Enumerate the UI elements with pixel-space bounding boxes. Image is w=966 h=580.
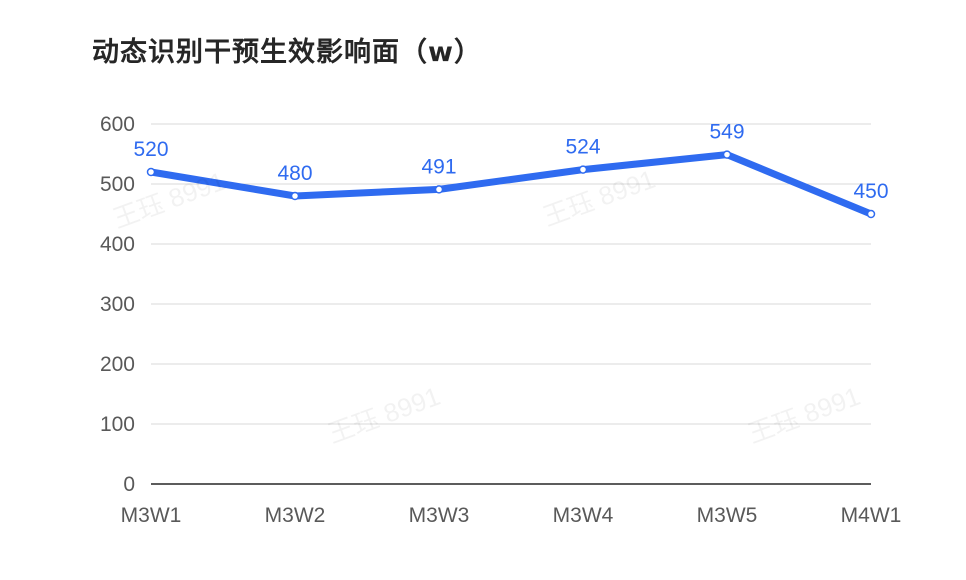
y-axis-ticks: 0 100 200 300 400 500 600: [100, 113, 135, 496]
y-tick-label: 500: [100, 173, 135, 196]
y-tick-label: 200: [100, 353, 135, 376]
y-tick-label: 100: [100, 413, 135, 436]
y-tick-label: 0: [123, 473, 135, 496]
x-tick-label: M3W1: [121, 504, 182, 527]
y-tick-label: 400: [100, 233, 135, 256]
data-point: [290, 191, 300, 201]
data-label: 524: [565, 136, 600, 159]
x-tick-label: M3W4: [553, 504, 614, 527]
chart-title: 动态识别干预生效影响面（w）: [92, 37, 482, 68]
data-label: 450: [853, 180, 888, 203]
x-tick-label: M4W1: [841, 504, 902, 527]
data-point: [722, 150, 732, 159]
data-label: 549: [709, 121, 744, 144]
data-point: [578, 165, 588, 174]
data-labels: 520 480 491 524 549 450: [133, 121, 888, 203]
data-label: 480: [277, 162, 312, 185]
series-line: [147, 151, 875, 218]
data-label: 491: [421, 155, 456, 178]
data-point: [146, 167, 156, 177]
x-tick-label: M3W3: [409, 504, 470, 527]
y-tick-label: 300: [100, 293, 135, 316]
grid-lines: [151, 123, 871, 485]
y-tick-label: 600: [100, 113, 135, 136]
x-tick-label: M3W2: [265, 504, 326, 527]
series-line-group: [146, 150, 876, 219]
data-label: 520: [133, 138, 168, 161]
x-axis-ticks: M3W1 M3W2 M3W3 M3W4 M3W5 M4W1: [121, 504, 902, 527]
data-point: [866, 209, 876, 219]
data-point: [434, 185, 444, 194]
x-tick-label: M3W5: [697, 504, 758, 527]
